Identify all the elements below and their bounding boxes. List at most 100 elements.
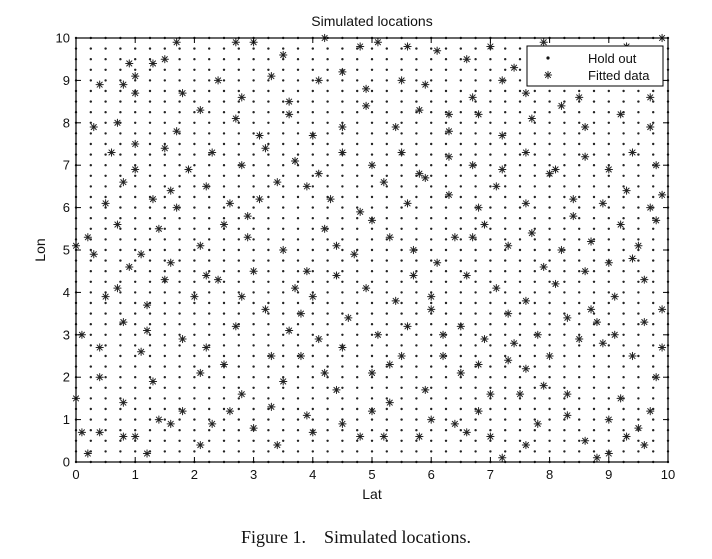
holdout-point: [252, 291, 255, 294]
holdout-point: [415, 153, 418, 156]
holdout-point: [592, 217, 596, 220]
holdout-point: [578, 195, 581, 199]
holdout-point: [415, 132, 418, 135]
fitted-legend-glyph: [543, 70, 553, 80]
holdout-point: [385, 132, 388, 135]
holdout-point: [548, 450, 551, 453]
fitted-point: [403, 42, 412, 51]
holdout-point: [296, 153, 300, 156]
fitted-point: [119, 398, 128, 407]
holdout-point: [193, 259, 196, 262]
fitted-point: [622, 432, 631, 441]
holdout-point: [252, 153, 255, 156]
holdout-point: [622, 100, 625, 103]
holdout-point: [637, 291, 640, 294]
fitted-point: [438, 330, 448, 339]
fitted-point: [444, 152, 454, 161]
holdout-point: [119, 418, 122, 421]
holdout-point: [415, 47, 418, 50]
holdout-point: [296, 270, 300, 273]
holdout-point: [548, 333, 551, 336]
holdout-point: [548, 312, 551, 315]
holdout-point: [282, 280, 285, 283]
holdout-point: [385, 280, 388, 283]
holdout-point: [637, 238, 640, 241]
fitted-point: [202, 343, 211, 352]
fitted-point: [166, 419, 175, 428]
holdout-point: [252, 217, 255, 220]
y-tick-label: 8: [63, 115, 70, 130]
holdout-point: [282, 365, 285, 368]
holdout-point: [489, 280, 492, 283]
holdout-point: [385, 79, 388, 82]
holdout-point: [119, 439, 122, 442]
fitted-point: [480, 220, 489, 229]
holdout-point: [400, 301, 403, 305]
fitted-point: [296, 351, 306, 361]
holdout-point: [104, 450, 107, 453]
fitted-point: [533, 419, 542, 428]
holdout-point: [489, 206, 492, 209]
holdout-point: [222, 206, 226, 209]
holdout-point: [592, 153, 596, 156]
holdout-point: [178, 270, 181, 273]
holdout-point: [148, 238, 152, 241]
fitted-point: [498, 76, 507, 85]
fitted-point: [462, 271, 471, 280]
holdout-point: [89, 386, 93, 389]
holdout-point: [296, 259, 300, 262]
holdout-point: [104, 227, 107, 230]
holdout-point: [282, 164, 285, 167]
holdout-point: [533, 439, 536, 442]
holdout-point: [489, 259, 492, 262]
fitted-point: [285, 110, 294, 119]
holdout-point: [267, 397, 270, 400]
holdout-point: [267, 291, 270, 294]
fitted-point: [231, 322, 240, 331]
holdout-point: [356, 376, 359, 379]
holdout-point: [252, 58, 255, 61]
holdout-point: [178, 333, 181, 336]
holdout-point: [607, 248, 610, 252]
holdout-point: [578, 100, 581, 103]
holdout-point: [533, 397, 536, 400]
holdout-point: [237, 206, 240, 209]
holdout-point: [326, 164, 329, 167]
holdout-point: [370, 418, 374, 421]
holdout-point: [237, 142, 240, 146]
holdout-point: [193, 312, 196, 315]
holdout-point: [208, 79, 211, 82]
holdout-point: [622, 132, 625, 135]
holdout-point: [252, 439, 255, 442]
holdout-point: [474, 450, 477, 453]
holdout-point: [459, 280, 462, 283]
fitted-point: [326, 195, 335, 204]
fitted-point: [640, 440, 649, 450]
holdout-point: [370, 301, 374, 305]
holdout-point: [282, 142, 285, 146]
holdout-point: [637, 344, 640, 347]
holdout-point: [356, 185, 359, 188]
holdout-point: [341, 291, 344, 294]
fitted-point: [131, 89, 140, 98]
holdout-point: [282, 333, 285, 336]
holdout-point: [370, 333, 374, 336]
holdout-point: [548, 259, 551, 262]
holdout-point: [563, 439, 566, 442]
holdout-point: [208, 312, 211, 315]
holdout-point: [370, 429, 374, 432]
holdout-point: [296, 365, 300, 368]
holdout-point: [119, 407, 122, 411]
holdout-point: [385, 418, 388, 421]
holdout-point: [637, 439, 640, 442]
holdout-point: [326, 58, 329, 61]
holdout-point: [356, 450, 359, 453]
fitted-point: [433, 46, 442, 55]
holdout-point: [385, 386, 388, 389]
holdout-point: [518, 153, 522, 156]
fitted-point: [361, 84, 371, 93]
holdout-point: [622, 429, 625, 432]
holdout-point: [430, 365, 433, 368]
holdout-point: [430, 333, 433, 336]
holdout-point: [370, 439, 374, 442]
